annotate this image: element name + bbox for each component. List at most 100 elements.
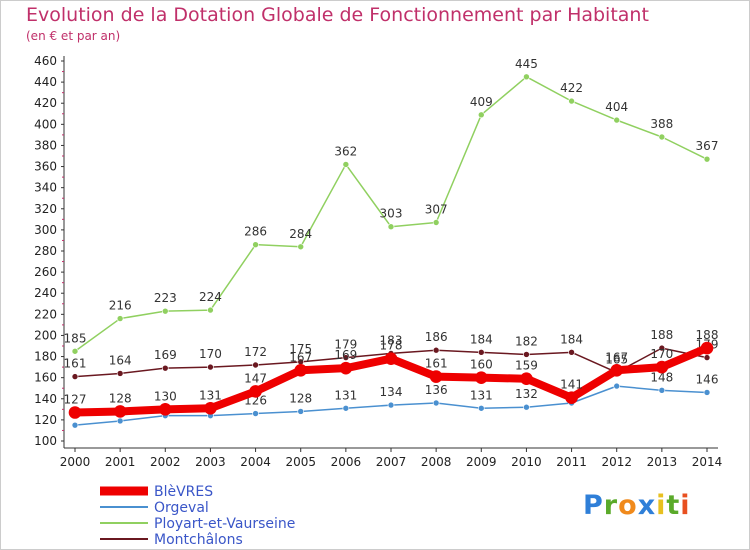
x-tick-label: 2000 [60, 455, 91, 469]
data-label: 161 [64, 357, 87, 371]
y-tick-label: 340 [34, 181, 57, 195]
data-point [523, 73, 530, 81]
x-tick-label: 2013 [647, 455, 678, 469]
y-tick-label: 300 [34, 223, 57, 237]
data-label: 170 [199, 347, 222, 361]
data-point [429, 370, 443, 383]
data-label: 167 [605, 350, 628, 364]
y-tick-label: 200 [34, 328, 57, 342]
data-point [249, 385, 262, 398]
data-point [432, 399, 440, 407]
data-label: 175 [289, 342, 312, 356]
data-label: 184 [470, 332, 493, 346]
data-point [523, 351, 530, 358]
y-tick-label: 140 [34, 392, 57, 406]
brand-letter: t [666, 490, 681, 521]
y-tick-label: 320 [34, 202, 57, 216]
data-point [342, 161, 350, 168]
data-point [658, 387, 666, 394]
data-point [523, 403, 530, 411]
data-label: 136 [425, 383, 448, 397]
data-label: 131 [470, 388, 493, 402]
y-tick-label: 180 [34, 350, 57, 364]
chart-subtitle: (en € et par an) [26, 29, 121, 43]
y-tick-label: 380 [34, 138, 57, 152]
data-label: 127 [64, 393, 87, 407]
data-point [161, 364, 169, 372]
data-point [252, 361, 259, 369]
data-point [432, 219, 440, 226]
y-tick-label: 100 [34, 434, 57, 448]
data-label: 183 [380, 333, 403, 347]
y-tick-label: 360 [34, 160, 57, 174]
data-point [113, 405, 127, 418]
legend-label: Ployart-et-Vaurseine [154, 516, 295, 532]
x-tick-label: 2005 [285, 455, 316, 469]
data-point [658, 344, 666, 352]
data-label: 404 [605, 100, 628, 114]
y-tick-label: 400 [34, 117, 57, 131]
data-point [477, 404, 485, 412]
data-label: 141 [560, 378, 583, 392]
x-tick-label: 2001 [105, 455, 136, 469]
brand-letter: i [656, 490, 667, 521]
data-label: 286 [244, 225, 267, 239]
data-point [703, 389, 711, 396]
data-label: 131 [199, 388, 222, 402]
data-label: 165 [605, 352, 628, 366]
data-point [565, 391, 578, 405]
data-point [520, 372, 533, 386]
y-tick-label: 280 [34, 244, 57, 258]
y-tick-label: 120 [34, 413, 57, 427]
data-point [655, 360, 669, 374]
data-label: 169 [334, 348, 357, 362]
x-tick-label: 2008 [421, 455, 452, 469]
y-tick-label: 420 [34, 96, 57, 110]
y-tick-label: 220 [34, 307, 57, 321]
data-point [71, 373, 79, 380]
data-point [387, 401, 395, 409]
data-point [703, 354, 711, 361]
data-label: 367 [696, 139, 719, 153]
data-label: 188 [650, 328, 673, 342]
data-label: 159 [515, 359, 538, 373]
data-label: 178 [380, 339, 403, 353]
data-label: 131 [334, 388, 357, 402]
x-tick-label: 2014 [692, 455, 723, 469]
data-label: 161 [425, 357, 448, 371]
data-point [158, 403, 172, 416]
y-tick-label: 440 [34, 75, 57, 89]
data-label: 224 [199, 290, 222, 304]
y-tick-label: 160 [34, 371, 57, 385]
data-label: 172 [244, 345, 267, 359]
data-point [610, 363, 624, 377]
chart-title: Evolution de la Dotation Globale de Fonc… [26, 4, 649, 26]
data-point [207, 363, 214, 371]
x-tick-label: 2009 [466, 455, 497, 469]
data-point [342, 354, 350, 361]
legend-label: Orgeval [154, 500, 209, 516]
data-label: 146 [696, 372, 719, 386]
data-label: 134 [380, 385, 403, 399]
data-label: 388 [650, 117, 673, 131]
data-label: 445 [515, 57, 538, 71]
brand-logo: Proxiti [583, 490, 691, 521]
data-label: 185 [64, 331, 87, 345]
data-label: 223 [154, 291, 177, 305]
x-tick-label: 2003 [195, 455, 226, 469]
x-tick-label: 2002 [150, 455, 181, 469]
data-label: 186 [425, 330, 448, 344]
data-point [568, 97, 575, 105]
data-label: 362 [334, 144, 357, 158]
data-label: 179 [334, 338, 357, 352]
data-label: 184 [560, 332, 583, 346]
y-tick-label: 260 [34, 265, 57, 279]
y-tick-label: 240 [34, 286, 57, 300]
data-point [252, 410, 259, 417]
data-label: 160 [470, 358, 493, 372]
brand-letter: P [583, 490, 604, 521]
